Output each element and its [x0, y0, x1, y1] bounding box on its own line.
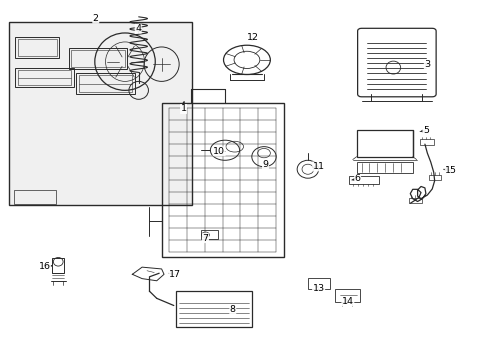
- Bar: [14, 190, 56, 204]
- Bar: [176, 291, 251, 327]
- Text: 4: 4: [135, 24, 141, 33]
- Bar: [69, 48, 127, 69]
- Bar: [71, 50, 125, 67]
- Bar: [428, 175, 440, 180]
- Bar: [334, 289, 359, 302]
- Bar: [9, 22, 192, 205]
- Bar: [18, 39, 57, 56]
- Bar: [15, 37, 59, 58]
- Text: 17: 17: [169, 270, 181, 279]
- Bar: [408, 198, 421, 203]
- Bar: [356, 130, 412, 157]
- Bar: [9, 22, 192, 205]
- Bar: [161, 103, 283, 257]
- Text: 11: 11: [312, 162, 324, 171]
- Bar: [15, 68, 74, 87]
- Bar: [76, 73, 135, 94]
- Text: 2: 2: [93, 14, 99, 23]
- Text: 8: 8: [229, 305, 235, 314]
- Text: 5: 5: [422, 126, 428, 135]
- Text: 16: 16: [39, 262, 50, 271]
- Bar: [307, 278, 329, 289]
- Text: 9: 9: [262, 161, 268, 170]
- Bar: [356, 162, 412, 173]
- Bar: [79, 75, 132, 92]
- Bar: [348, 176, 378, 184]
- Text: 10: 10: [213, 147, 224, 156]
- Text: 6: 6: [354, 175, 360, 184]
- Text: 14: 14: [341, 297, 353, 306]
- Text: 3: 3: [424, 60, 429, 69]
- Text: 1: 1: [180, 104, 186, 113]
- Text: 13: 13: [312, 284, 324, 293]
- Bar: [18, 70, 71, 85]
- Bar: [200, 230, 217, 239]
- Bar: [52, 258, 64, 273]
- Text: 12: 12: [247, 33, 259, 42]
- Text: 7: 7: [202, 234, 208, 243]
- Bar: [419, 139, 433, 145]
- Text: 15: 15: [445, 166, 456, 175]
